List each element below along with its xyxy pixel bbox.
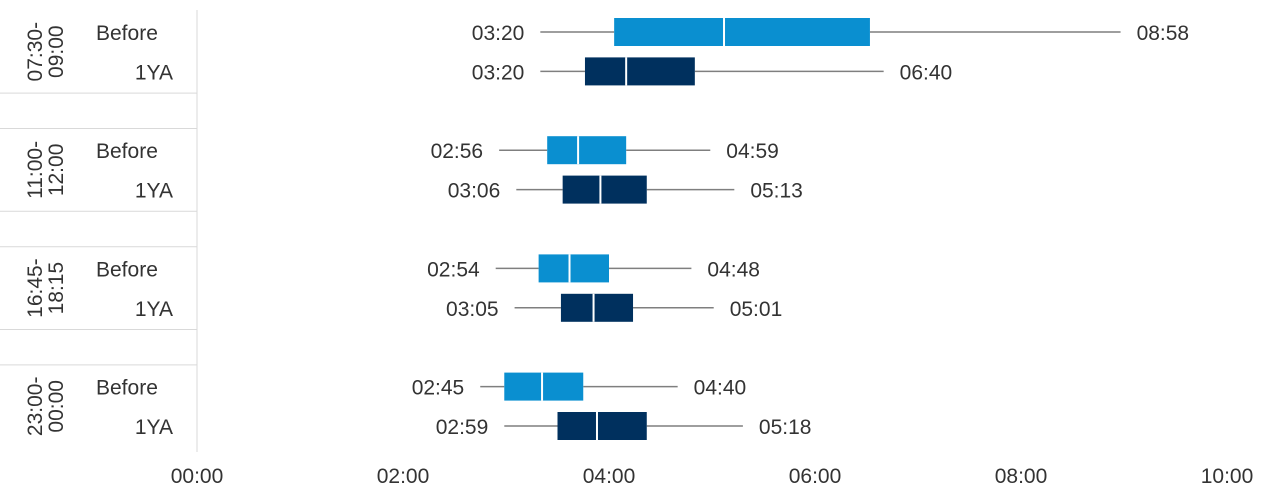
box-upper-quartile xyxy=(569,254,609,283)
box-lower-quartile xyxy=(562,175,601,204)
box-row-before: Before 02:54 04:48 xyxy=(96,254,760,283)
box-lower-quartile xyxy=(584,57,627,86)
x-tick-label: 04:00 xyxy=(583,465,636,488)
whisker-high-label: 05:13 xyxy=(750,180,803,203)
group-label: 11:00-12:00 xyxy=(24,141,68,199)
series-label: Before xyxy=(96,258,158,281)
x-tick-label: 08:00 xyxy=(995,465,1048,488)
whisker-low-label: 03:06 xyxy=(448,180,501,203)
series-label: 1YA xyxy=(135,180,173,203)
x-tick-label: 02:00 xyxy=(377,465,430,488)
box-upper-quartile xyxy=(626,57,695,86)
series-label: 1YA xyxy=(135,298,173,321)
whisker-low-label: 02:56 xyxy=(431,140,484,163)
box-upper-quartile xyxy=(600,175,647,204)
group-label-line1: 23:00- xyxy=(24,377,47,437)
box-row-before: Before 02:56 04:59 xyxy=(96,136,779,165)
group-label: 16:45-18:15 xyxy=(24,258,68,318)
box-lower-quartile xyxy=(504,372,543,401)
x-axis: 00:00 02:00 04:00 06:00 08:00 10:00 xyxy=(171,465,1254,488)
box-lower-quartile xyxy=(614,18,725,46)
whisker-high-label: 08:58 xyxy=(1137,22,1190,45)
group-label-line2: 18:15 xyxy=(45,262,68,315)
group-label: 23:00-00:00 xyxy=(24,377,68,437)
whisker-high-label: 04:59 xyxy=(726,140,779,163)
group-label-line2: 00:00 xyxy=(45,380,68,433)
whisker-low-label: 03:20 xyxy=(472,22,525,45)
series-label: 1YA xyxy=(135,416,173,439)
box-lower-quartile xyxy=(538,254,570,283)
box-lower-quartile xyxy=(560,293,594,322)
whisker-high-label: 06:40 xyxy=(900,61,953,84)
box-row-1ya: 1YA 02:59 05:18 xyxy=(135,412,812,440)
box-lower-quartile xyxy=(547,136,579,165)
box-rows: Before 03:20 08:58 1YA 03:20 06:40 Before 02:56… xyxy=(96,18,1189,440)
group-label: 07:30-09:00 xyxy=(24,22,68,82)
whisker-low-label: 03:20 xyxy=(472,61,525,84)
box-row-before: Before 03:20 08:58 xyxy=(96,18,1189,46)
whisker-low-label: 02:54 xyxy=(427,258,480,281)
box-row-1ya: 1YA 03:06 05:13 xyxy=(135,175,803,204)
whisker-high-label: 04:48 xyxy=(707,258,760,281)
group-labels: 07:30-09:0011:00-12:0016:45-18:1523:00-0… xyxy=(24,22,68,436)
box-row-1ya: 1YA 03:20 06:40 xyxy=(135,57,953,86)
series-label: Before xyxy=(96,22,158,45)
whisker-high-label: 04:40 xyxy=(694,377,747,400)
x-tick-label: 10:00 xyxy=(1201,465,1254,488)
box-upper-quartile xyxy=(578,136,627,165)
x-tick-label: 06:00 xyxy=(789,465,842,488)
group-label-line1: 11:00- xyxy=(24,141,47,199)
box-row-before: Before 02:45 04:40 xyxy=(96,372,747,401)
x-tick-label: 00:00 xyxy=(171,465,224,488)
box-upper-quartile xyxy=(596,412,647,440)
whisker-low-label: 03:05 xyxy=(446,298,499,321)
whisker-low-label: 02:45 xyxy=(412,377,465,400)
group-label-line1: 16:45- xyxy=(24,258,47,318)
box-upper-quartile xyxy=(593,293,634,322)
group-label-line2: 09:00 xyxy=(45,25,68,78)
group-dividers xyxy=(0,92,197,366)
whisker-high-label: 05:18 xyxy=(759,416,812,439)
whisker-high-label: 05:01 xyxy=(730,298,783,321)
series-label: 1YA xyxy=(135,61,173,84)
whisker-low-label: 02:59 xyxy=(436,416,489,439)
box-upper-quartile xyxy=(724,18,870,46)
group-label-line1: 07:30- xyxy=(24,22,47,82)
group-label-line2: 12:00 xyxy=(45,144,68,197)
box-row-1ya: 1YA 03:05 05:01 xyxy=(135,293,783,322)
box-upper-quartile xyxy=(542,372,584,401)
box-lower-quartile xyxy=(557,412,597,440)
series-label: Before xyxy=(96,140,158,163)
series-label: Before xyxy=(96,377,158,400)
